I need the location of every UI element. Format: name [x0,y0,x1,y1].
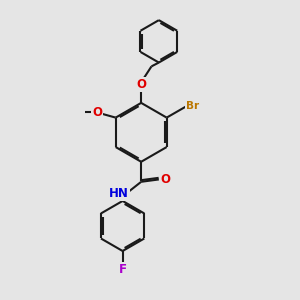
Text: O: O [92,106,102,119]
Text: O: O [160,173,171,186]
Text: Br: Br [186,101,199,111]
Text: F: F [118,263,127,276]
Text: O: O [136,78,146,91]
Text: HN: HN [109,187,129,200]
